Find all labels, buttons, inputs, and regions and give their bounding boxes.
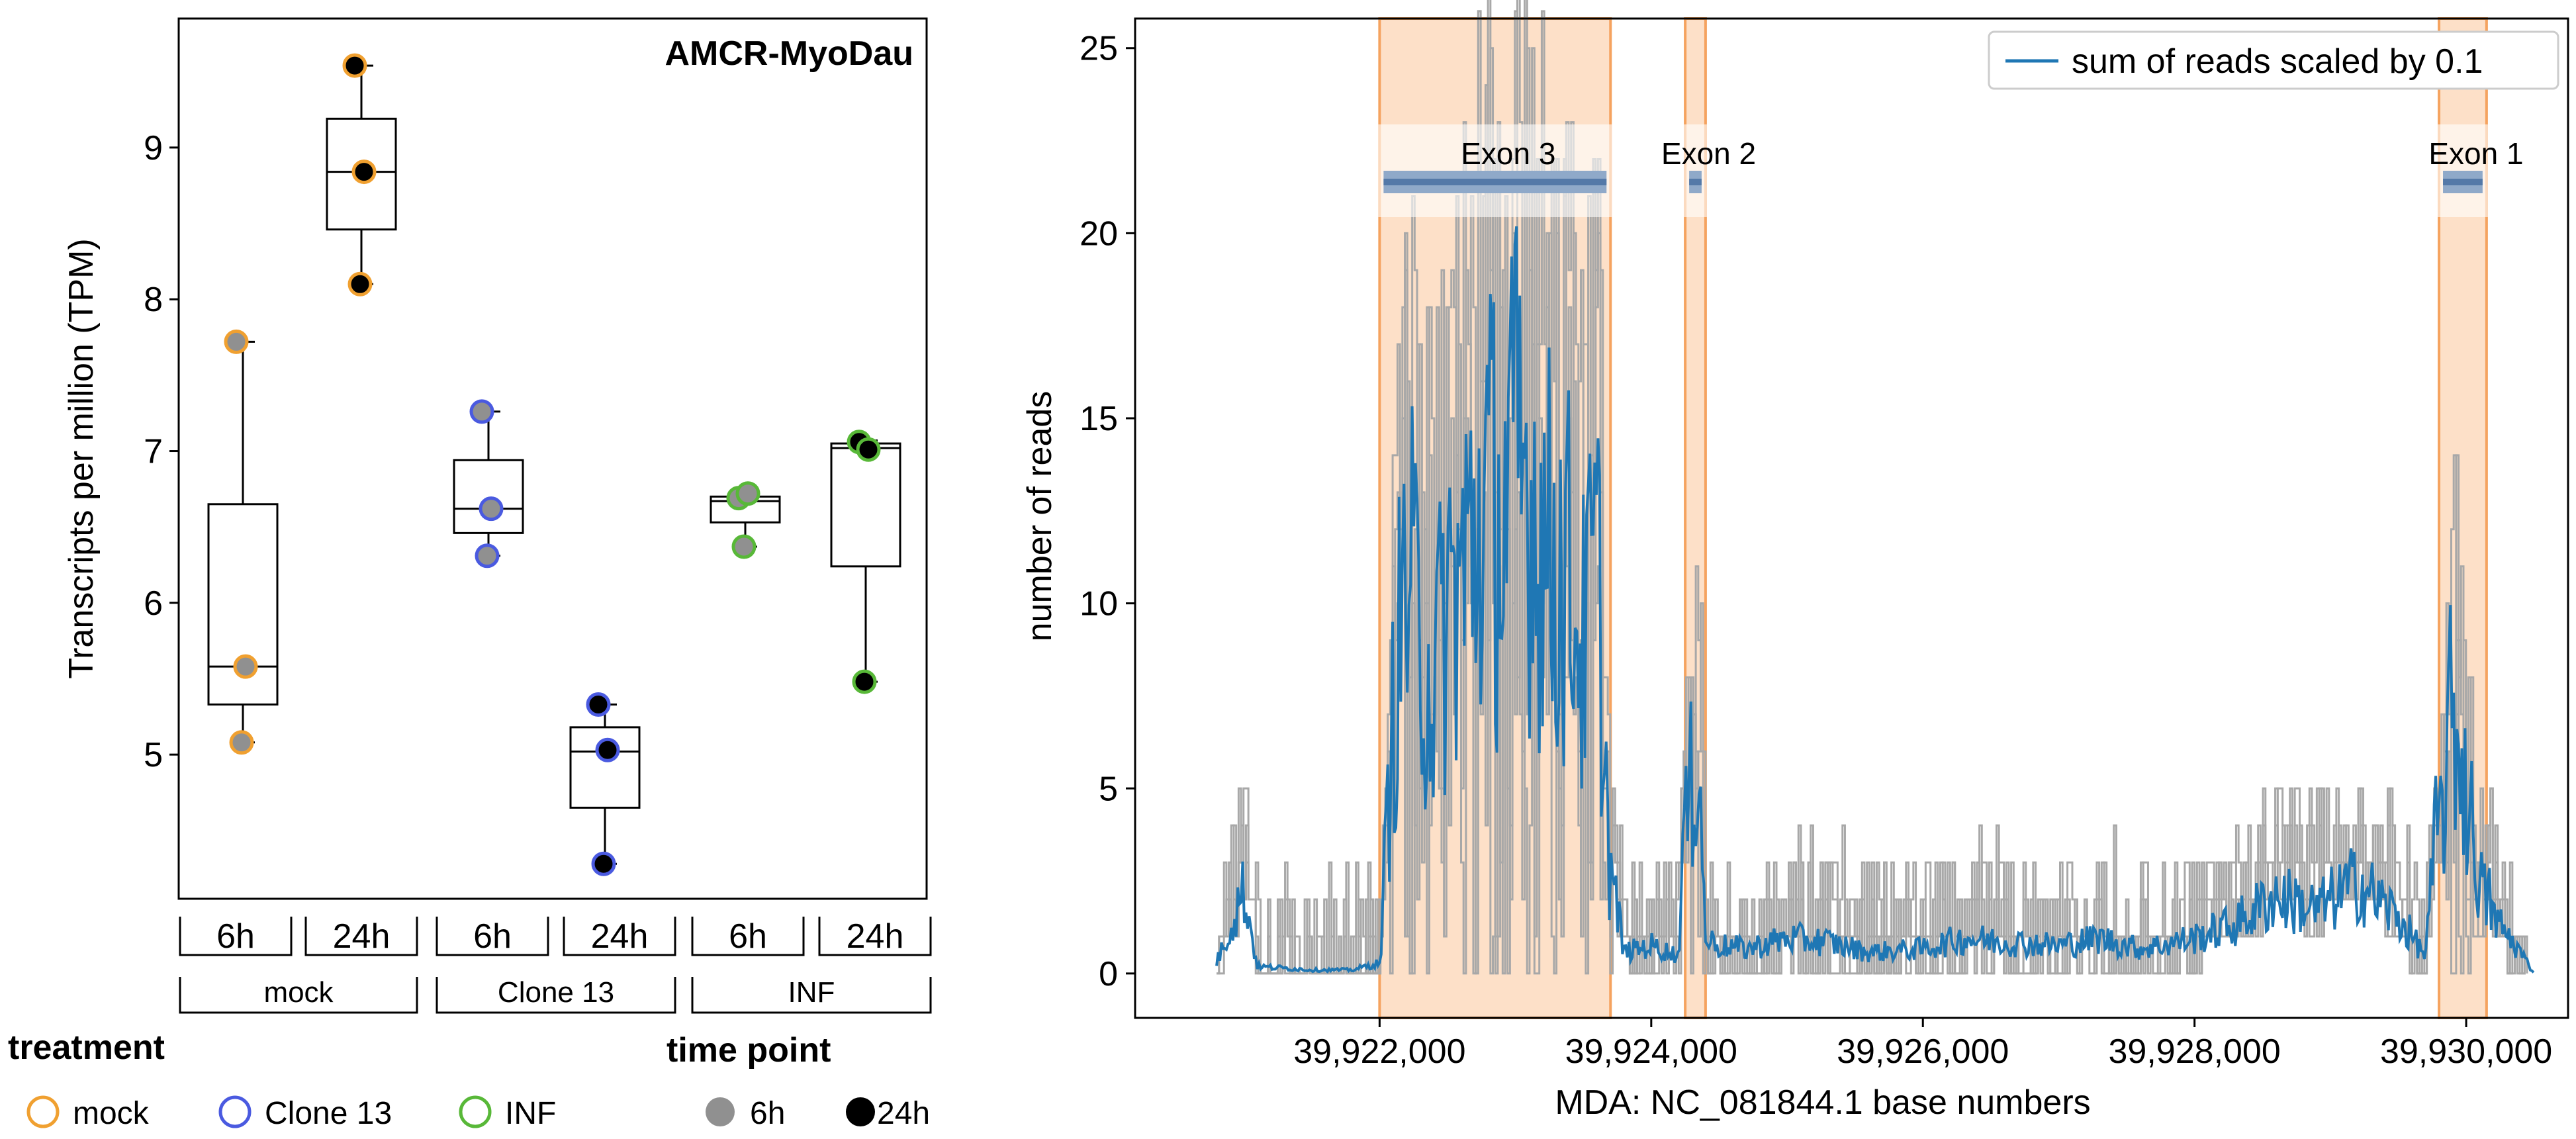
scaled-read-line [1215, 226, 2535, 974]
box-clone-13-6h [453, 459, 524, 534]
y-tick-label: 20 [1080, 214, 1118, 253]
boxplot-y-axis-label: Transcripts per million (TPM) [62, 238, 101, 679]
data-point [852, 669, 877, 694]
data-point [347, 271, 373, 296]
legend-time-label: 24h [877, 1096, 930, 1131]
exon-bar-core [1383, 179, 1607, 185]
data-point [342, 53, 367, 78]
y-tick-label: 25 [1080, 30, 1118, 68]
x-tick-label: 39,922,000 [1293, 1032, 1465, 1071]
treatment-bracket [179, 977, 418, 1014]
boxplot-frame [177, 17, 928, 900]
data-point [475, 543, 500, 569]
time-label: 6h [216, 917, 255, 956]
x-tick-label: 39,930,000 [2380, 1032, 2552, 1071]
data-point [351, 159, 377, 185]
boxplot-title: AMCR-MyoDau [665, 34, 913, 73]
treatment-bracket [436, 977, 676, 1014]
coverage-frame [1134, 17, 2569, 1019]
x-tick-label: 39,924,000 [1565, 1032, 1737, 1071]
scaled-read-line [1215, 226, 2535, 974]
legend-time-title: time point [667, 1031, 831, 1070]
data-point [856, 437, 881, 462]
time-bracket [563, 917, 676, 956]
data-point [731, 534, 757, 559]
exon-bars: Exon 3 Exon 2 Exon 1 [1378, 124, 2524, 217]
y-tick-label: 10 [1080, 585, 1118, 623]
boxplot-x-brackets: 6h 24h 6h 24h 6h 24h mock Clone 13 INF [179, 917, 932, 1014]
coverage-axes: 0 5 10 15 20 25 39,922,000 39,924,000 39,926,000… [1080, 30, 2552, 1071]
data-point [591, 851, 616, 876]
legend-box [1988, 30, 2559, 90]
time-bracket [179, 917, 293, 956]
y-tick-label: 8 [144, 281, 163, 319]
treatment-label: mock [263, 976, 334, 1009]
legend-time-point: time point 6h 24h [667, 1031, 930, 1131]
data-point [595, 737, 620, 762]
read-coverage-chart: Exon 3 Exon 2 Exon 1 0 5 10 15 20 25 39,922,000 3… [1021, 0, 2569, 1122]
coverage-x-axis-label: MDA: NC_081844.1 base numbers [1555, 1083, 2090, 1122]
boxplot-points [224, 53, 881, 876]
y-tick-label: 6 [144, 584, 163, 623]
legend-treatment-title: treatment [8, 1028, 165, 1067]
legend-treatment-marker [218, 1095, 252, 1128]
exon-bar-core [2443, 179, 2483, 185]
treatment-label: INF [788, 976, 835, 1009]
exon-bar-core [1689, 179, 1702, 185]
x-tick-label: 39,926,000 [1837, 1032, 2009, 1071]
boxplot-y-axis: 5 6 7 8 9 [144, 129, 179, 774]
data-point [224, 329, 249, 354]
y-tick-label: 0 [1099, 955, 1118, 993]
x-tick-label: 39,928,000 [2109, 1032, 2281, 1071]
data-point [479, 496, 504, 522]
exon-label: Exon 3 [1461, 136, 1555, 171]
treatment-bracket [691, 977, 932, 1014]
legend-time-marker [846, 1097, 875, 1126]
coverage-legend: sum of reads scaled by 0.1 [1988, 30, 2559, 90]
box-inf-24h [830, 442, 901, 568]
exon-label: Exon 2 [1661, 136, 1756, 171]
legend-treatment: treatment mock Clone 13 INF [8, 1028, 556, 1131]
data-point [586, 692, 611, 717]
time-bracket [304, 917, 418, 956]
data-point [233, 654, 258, 679]
coverage-y-axis-label: number of reads [1021, 391, 1059, 642]
legend-treatment-marker [26, 1095, 60, 1128]
exon-label: Exon 1 [2428, 136, 2523, 171]
legend-time-label: 6h [750, 1096, 785, 1131]
data-point [229, 730, 254, 755]
legend-treatment-marker [459, 1095, 492, 1128]
boxplot-chart: 5 6 7 8 9 AMCR-MyoDau Transcripts per millio… [8, 17, 932, 1131]
y-tick-label: 15 [1080, 400, 1118, 438]
y-tick-label: 7 [144, 433, 163, 471]
data-point [735, 481, 760, 506]
time-bracket [691, 917, 805, 956]
legend-label: sum of reads scaled by 0.1 [2072, 42, 2483, 81]
y-tick-label: 5 [1099, 770, 1118, 808]
data-point [469, 399, 494, 424]
legend-time-marker [706, 1097, 735, 1126]
time-bracket [818, 917, 932, 956]
legend-treatment-label: mock [73, 1096, 150, 1131]
time-label: 6h [729, 917, 767, 956]
y-tick-label: 5 [144, 736, 163, 774]
time-label: 24h [847, 917, 904, 956]
time-label: 24h [591, 917, 649, 956]
treatment-label: Clone 13 [498, 976, 614, 1009]
legend-treatment-label: Clone 13 [265, 1096, 392, 1131]
time-bracket [436, 917, 549, 956]
time-label: 24h [333, 917, 391, 956]
y-tick-label: 9 [144, 129, 163, 167]
time-label: 6h [473, 917, 512, 956]
legend-treatment-label: INF [505, 1096, 556, 1131]
boxplot-boxes [207, 64, 901, 865]
